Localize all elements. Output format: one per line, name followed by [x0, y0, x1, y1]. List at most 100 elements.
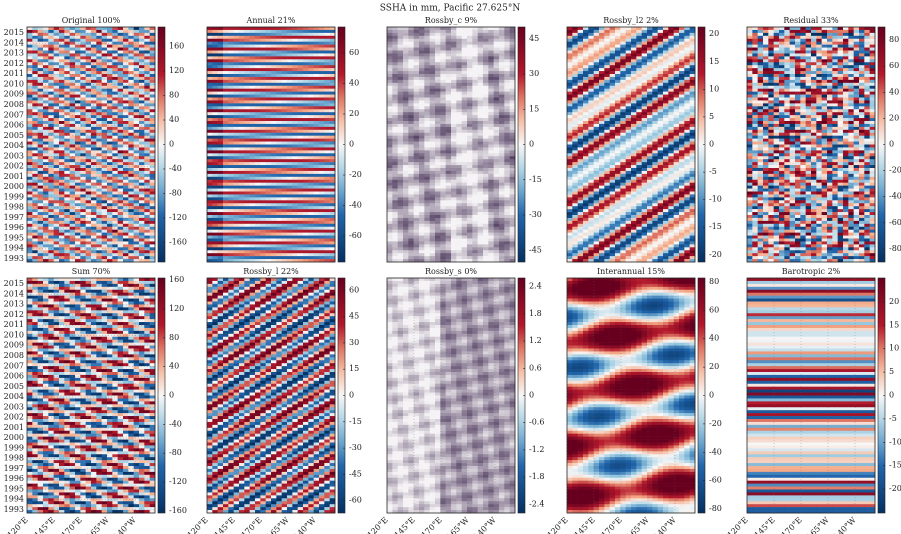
heatmap-cell [314, 177, 320, 180]
heatmap-cell [408, 80, 414, 83]
heatmap-cell [107, 150, 113, 153]
heatmap-cell [250, 127, 256, 130]
heatmap-cell [234, 77, 240, 80]
heatmap-cell [330, 33, 336, 36]
heatmap-cell [446, 30, 452, 33]
heatmap-cell [239, 153, 245, 156]
heatmap-cell [239, 89, 245, 92]
heatmap-cell [387, 77, 393, 80]
heatmap-cell [319, 95, 325, 98]
heatmap-cell [319, 230, 325, 233]
heatmap-cell [435, 100, 441, 103]
heatmap-cell [218, 224, 224, 227]
heatmap-cell [234, 74, 240, 77]
heatmap-cell [207, 30, 213, 33]
heatmap-cell [499, 53, 505, 56]
heatmap-cell [80, 51, 86, 54]
heatmap-cell [64, 244, 70, 247]
heatmap-cell [139, 118, 145, 121]
heatmap-cell [324, 233, 330, 236]
heatmap-cell [86, 177, 92, 180]
heatmap-cell [38, 150, 44, 153]
heatmap-cell [392, 62, 398, 65]
heatmap-cell [440, 68, 446, 71]
heatmap-cell [478, 133, 484, 136]
heatmap-cell [228, 56, 234, 59]
heatmap-cell [32, 36, 38, 39]
heatmap-cell [234, 233, 240, 236]
heatmap-cell [244, 168, 250, 171]
heatmap-cell [212, 51, 218, 54]
heatmap-cell [86, 106, 92, 109]
heatmap-cell [139, 162, 145, 165]
heatmap-cell [467, 115, 473, 118]
heatmap-cell [488, 98, 494, 101]
heatmap-cell [494, 133, 500, 136]
heatmap-cell [266, 236, 272, 239]
heatmap-cell [324, 206, 330, 209]
heatmap-cell [54, 80, 60, 83]
heatmap-cell [80, 130, 86, 133]
heatmap-cell [424, 27, 430, 30]
heatmap-cell [414, 56, 420, 59]
heatmap-cell [234, 192, 240, 195]
heatmap-cell [144, 136, 150, 139]
heatmap-cell [467, 92, 473, 95]
heatmap-cell [260, 206, 266, 209]
heatmap-cell [86, 45, 92, 48]
heatmap-cell [499, 95, 505, 98]
heatmap-cell [446, 130, 452, 133]
heatmap-cell [414, 45, 420, 48]
heatmap-cell [440, 51, 446, 54]
heatmap-cell [424, 71, 430, 74]
heatmap-cell [510, 30, 516, 33]
heatmap-cell [64, 233, 70, 236]
heatmap-cell [144, 203, 150, 206]
heatmap-cell [80, 48, 86, 51]
heatmap-cell [287, 250, 293, 253]
heatmap-cell [223, 109, 229, 112]
heatmap-cell [64, 48, 70, 51]
heatmap-cell [54, 136, 60, 139]
heatmap-cell [510, 74, 516, 77]
heatmap-cell [250, 39, 256, 42]
heatmap-cell [319, 239, 325, 242]
heatmap-cell [398, 127, 404, 130]
heatmap-cell [319, 65, 325, 68]
heatmap-cell [276, 192, 282, 195]
heatmap-cell [504, 33, 510, 36]
heatmap-cell [324, 124, 330, 127]
heatmap-cell [144, 74, 150, 77]
heatmap-cell [292, 139, 298, 142]
heatmap-cell [43, 100, 49, 103]
heatmap-cell [123, 183, 129, 186]
heatmap-cell [303, 74, 309, 77]
heatmap-cell [43, 162, 49, 165]
heatmap-cell [467, 27, 473, 30]
heatmap-cell [308, 92, 314, 95]
heatmap-cell [430, 51, 436, 54]
heatmap-cell [112, 212, 118, 215]
heatmap-cell [414, 42, 420, 45]
heatmap-cell [456, 124, 462, 127]
heatmap-cell [43, 142, 49, 145]
heatmap-cell [266, 150, 272, 153]
heatmap-cell [478, 98, 484, 101]
heatmap-cell [319, 103, 325, 106]
heatmap-cell [456, 136, 462, 139]
heatmap-cell [112, 68, 118, 71]
heatmap-cell [223, 186, 229, 189]
heatmap-cell [43, 121, 49, 124]
heatmap-cell [260, 92, 266, 95]
heatmap-cell [314, 200, 320, 203]
heatmap-cell [255, 197, 261, 200]
heatmap-cell [266, 168, 272, 171]
heatmap-cell [330, 30, 336, 33]
heatmap-cell [70, 56, 76, 59]
heatmap-cell [212, 112, 218, 115]
heatmap-cell [96, 98, 102, 101]
heatmap-cell [112, 121, 118, 124]
heatmap-cell [424, 124, 430, 127]
heatmap-cell [456, 77, 462, 80]
heatmap-cell [212, 212, 218, 215]
